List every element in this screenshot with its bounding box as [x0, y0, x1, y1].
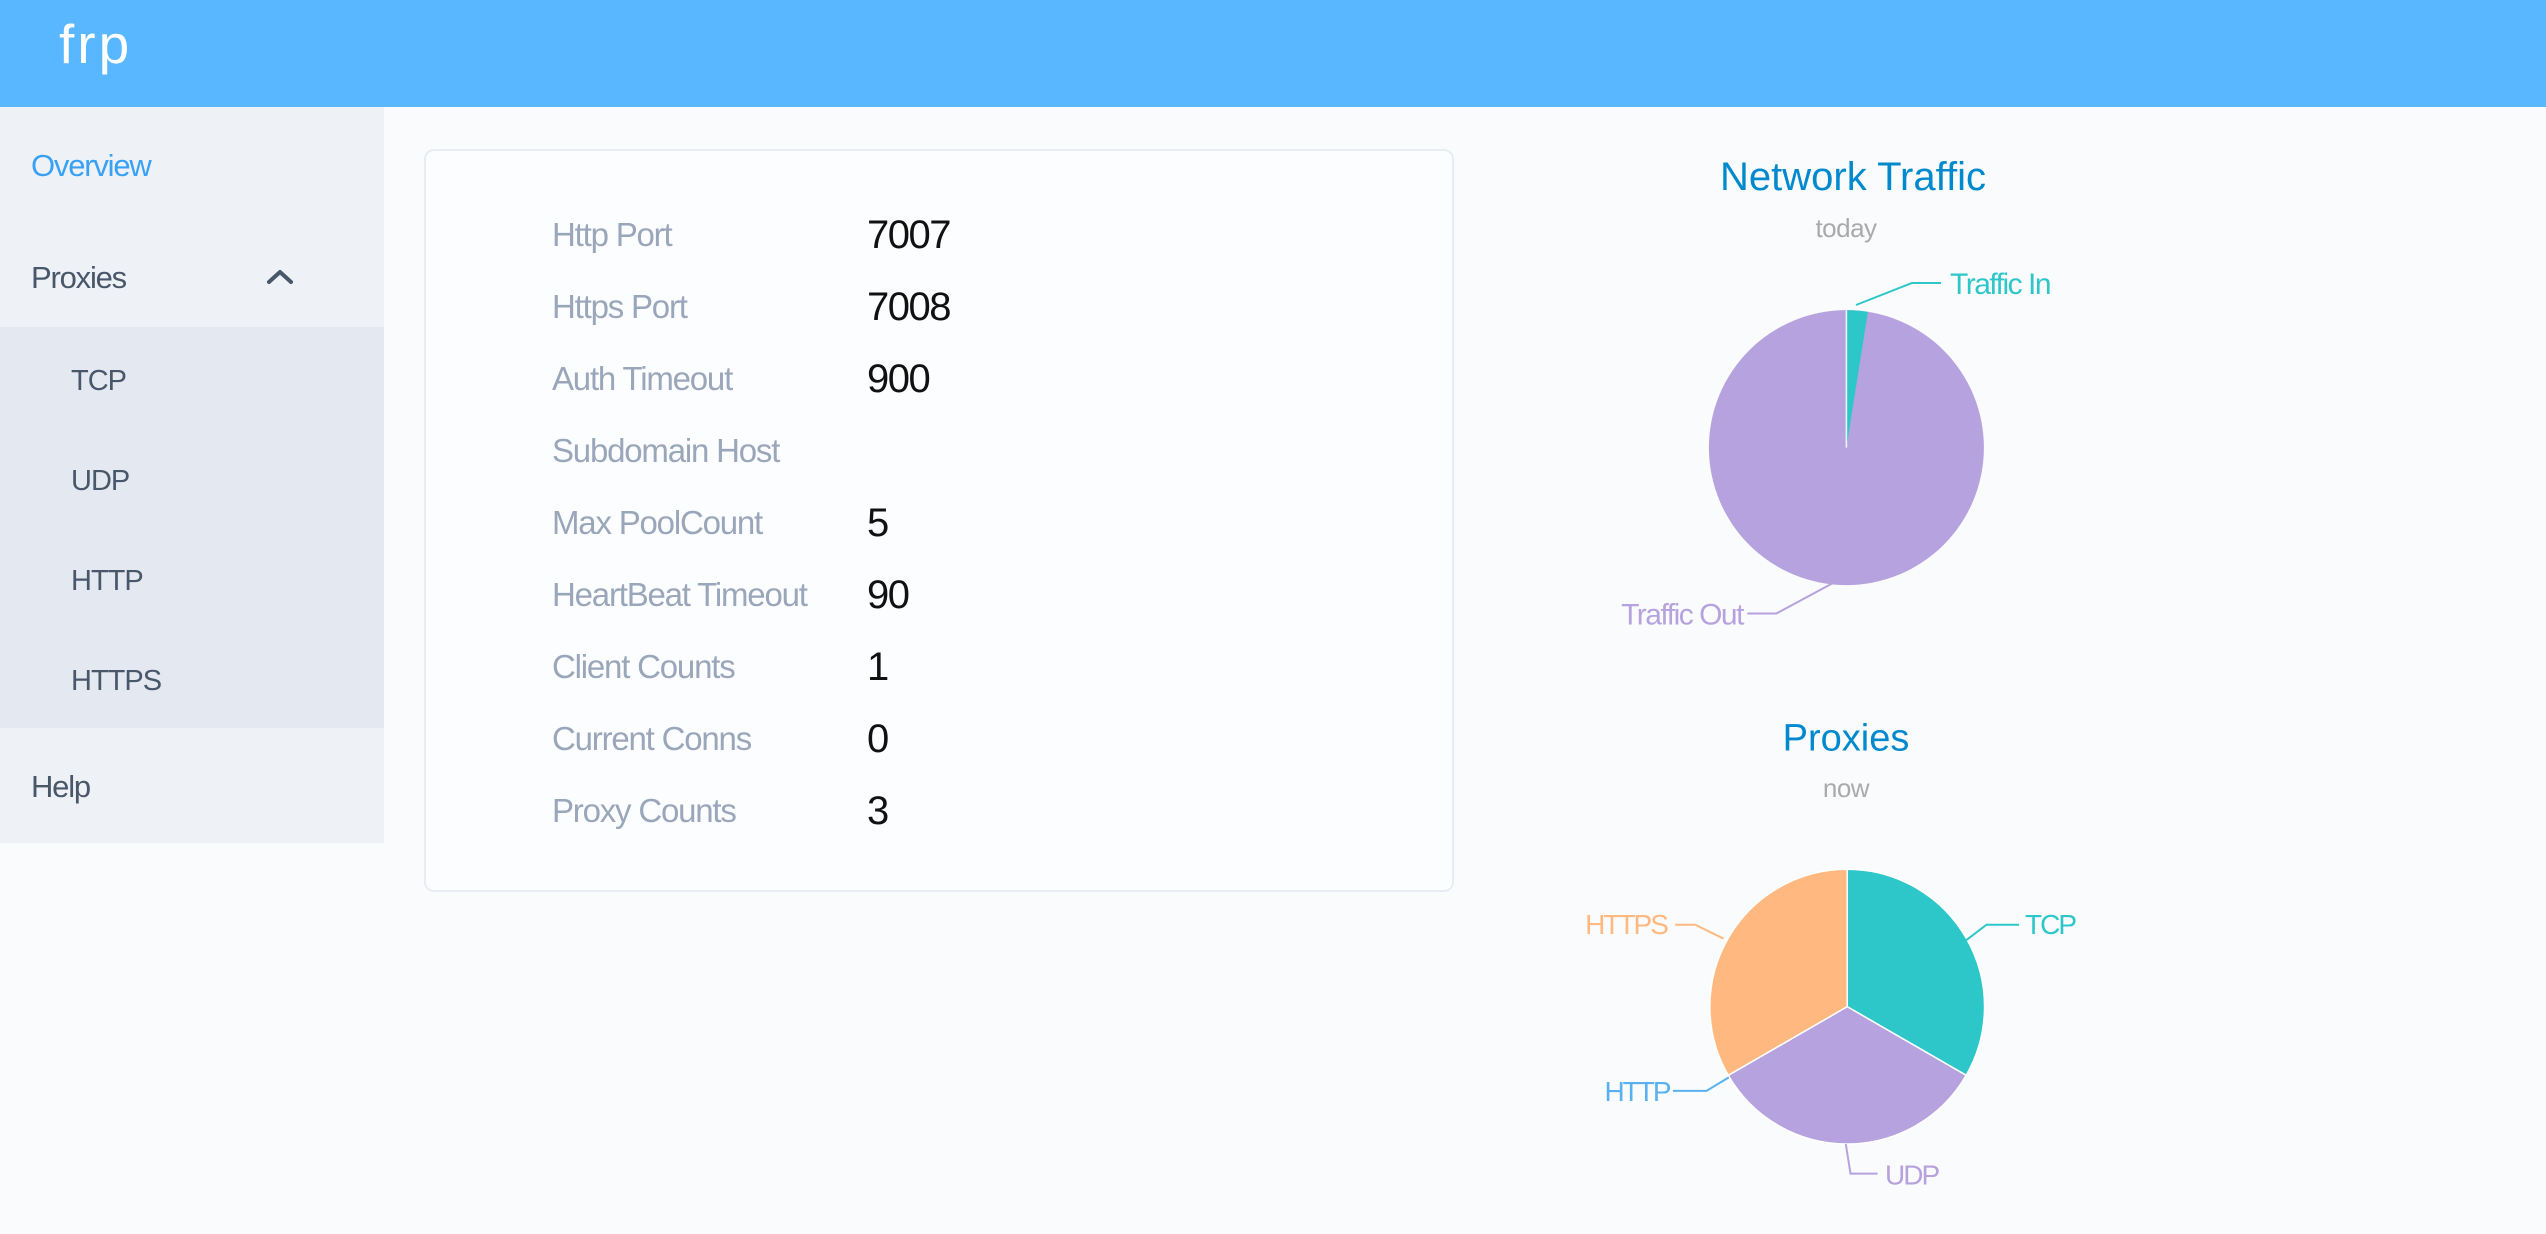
svg-text:now: now [1823, 773, 1870, 803]
svg-text:TCP: TCP [2025, 909, 2076, 940]
svg-text:Traffic In: Traffic In [1950, 268, 2050, 301]
svg-text:Network Traffic: Network Traffic [1720, 155, 1986, 199]
svg-text:UDP: UDP [1885, 1160, 1939, 1191]
svg-text:HTTP: HTTP [1604, 1076, 1670, 1107]
svg-text:today: today [1815, 213, 1877, 243]
svg-text:HTTPS: HTTPS [1585, 909, 1668, 940]
svg-text:Traffic Out: Traffic Out [1621, 599, 1745, 632]
svg-text:Proxies: Proxies [1783, 718, 1910, 760]
